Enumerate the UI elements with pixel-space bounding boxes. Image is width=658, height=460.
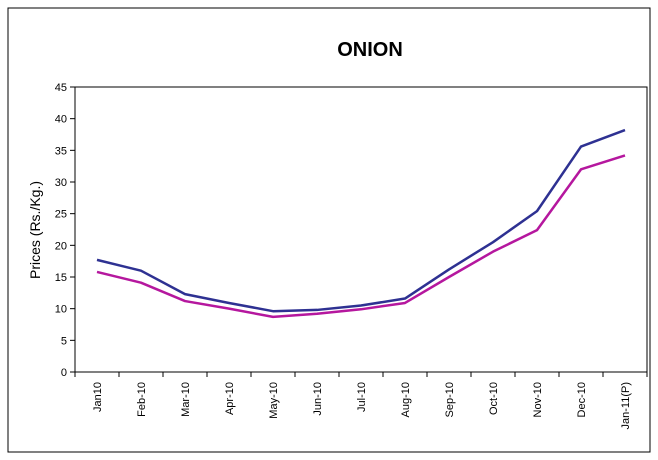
y-tick-label: 30 — [55, 177, 67, 189]
x-tick-label: Sep-10 — [444, 382, 456, 417]
x-tick-label: Jun-10 — [312, 382, 324, 416]
y-tick-label: 45 — [55, 82, 67, 94]
x-tick-label: Mar-10 — [180, 382, 192, 417]
x-tick-label: Jan10 — [92, 382, 104, 412]
plot-area — [74, 86, 648, 373]
x-tick-label: May-10 — [268, 382, 280, 419]
chart-frame — [7, 7, 651, 453]
x-tick-label: Jan-11(P) — [620, 382, 632, 429]
x-tick-label: Aug-10 — [400, 382, 412, 417]
x-tick-label: Feb-10 — [136, 382, 148, 417]
x-tick-label: Oct-10 — [488, 382, 500, 415]
y-tick-label: 15 — [55, 272, 67, 284]
y-tick-label: 40 — [55, 114, 67, 126]
series-line — [96, 154, 626, 319]
y-axis-label: Prices (Rs./Kg.) — [27, 181, 43, 279]
y-tick-label: 20 — [55, 240, 67, 252]
x-tick-label: Nov-10 — [532, 382, 544, 417]
series-line — [96, 128, 626, 313]
x-tick-label: Dec-10 — [576, 382, 588, 417]
y-tick-label: 35 — [55, 145, 67, 157]
x-tick-label: Apr-10 — [224, 382, 236, 415]
y-tick-label: 0 — [61, 367, 67, 379]
y-tick-label: 10 — [55, 304, 67, 316]
y-tick-label: 25 — [55, 209, 67, 221]
y-tick-label: 5 — [61, 335, 67, 347]
chart-title: ONION — [337, 39, 403, 61]
x-tick-label: Jul-10 — [356, 382, 368, 412]
